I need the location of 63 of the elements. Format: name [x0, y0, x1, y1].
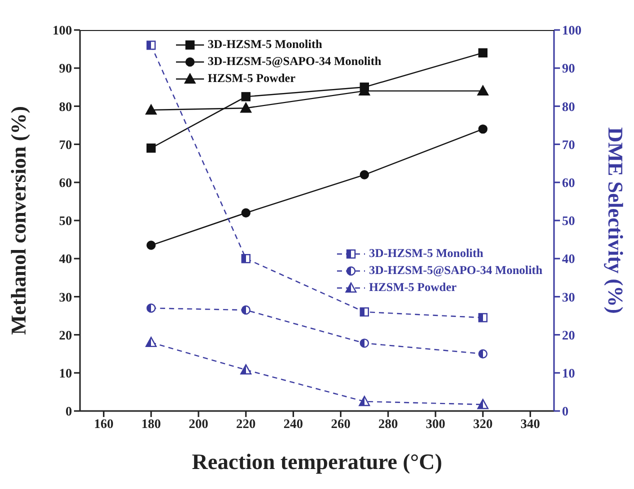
y-tick-label: 20 — [59, 327, 72, 342]
y2-tick-label: 70 — [562, 136, 575, 152]
y-tick-label: 0 — [66, 404, 72, 419]
point — [478, 313, 488, 322]
y2-tick-label: 40 — [562, 251, 575, 266]
point — [241, 92, 250, 102]
point — [360, 338, 369, 348]
point — [477, 85, 488, 96]
x-tick-label: 300 — [426, 416, 446, 432]
x-tick-label: 280 — [378, 416, 398, 432]
y2-tick-label: 20 — [562, 327, 575, 342]
legend-label: HZSM-5 Powder — [208, 71, 296, 86]
legend-label: HZSM-5 Powder — [368, 280, 457, 295]
x-axis-title: Reaction temperature (°C) — [192, 449, 442, 474]
x-tick-label: 200 — [188, 416, 208, 432]
x-tick-label: 220 — [236, 416, 256, 432]
x-tick-label: 320 — [473, 416, 493, 432]
y-tick-label: 80 — [59, 98, 72, 114]
y2-tick-label: 60 — [562, 175, 575, 190]
y2-tick-label: 90 — [562, 60, 575, 76]
y-tick-label: 100 — [52, 22, 72, 38]
y-tick-label: 90 — [59, 60, 72, 76]
point — [360, 170, 369, 180]
point — [240, 102, 252, 113]
point — [146, 304, 156, 313]
x-tick-label: 160 — [94, 416, 114, 432]
y-tick-label: 30 — [59, 289, 72, 304]
legend-label: 3D-HZSM-5 Monolith — [208, 37, 322, 52]
y-tick-label: 70 — [59, 136, 72, 152]
point — [360, 307, 369, 317]
y2-tick-label: 80 — [562, 98, 575, 114]
x-tick-label: 260 — [330, 416, 350, 432]
point — [478, 124, 488, 134]
legend-label: 3D-HZSM-5@SAPO-34 Monolith — [208, 54, 382, 69]
legend-label: 3D-HZSM-5 Monolith — [368, 246, 484, 261]
point — [478, 349, 488, 358]
point — [146, 336, 157, 348]
point — [241, 254, 250, 264]
y2-tick-label: 100 — [562, 22, 582, 38]
point — [241, 305, 250, 315]
point — [146, 104, 157, 115]
point — [477, 398, 488, 410]
y2-tick-label: 0 — [562, 404, 568, 419]
point — [358, 396, 370, 406]
point — [478, 48, 488, 58]
point — [146, 144, 156, 153]
y2-tick-label: 30 — [562, 289, 575, 304]
x-tick-label: 240 — [284, 416, 304, 432]
y2-tick-label: 50 — [562, 213, 575, 228]
x-tick-label: 180 — [141, 416, 161, 432]
x-tick-label: 340 — [520, 416, 540, 432]
y-tick-label: 50 — [59, 213, 72, 228]
y-axis-title: Methanol conversion (%) — [6, 106, 30, 335]
point — [146, 240, 156, 250]
y-tick-label: 10 — [59, 366, 72, 381]
y-tick-label: 60 — [59, 175, 72, 190]
y-tick-label: 40 — [59, 251, 72, 266]
legend-label: 3D-HZSM-5@SAPO-34 Monolith — [368, 263, 542, 278]
y2-axis-title: DME Selectivity (%) — [604, 127, 628, 314]
point — [241, 208, 250, 218]
y2-tick-label: 10 — [562, 366, 575, 381]
point — [240, 364, 252, 374]
point — [146, 40, 156, 50]
